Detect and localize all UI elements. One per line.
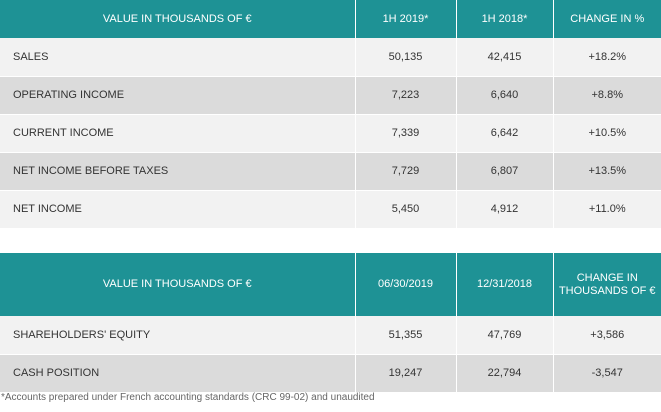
value-change: +8.8% [553, 76, 661, 115]
value-1h-2019: 7,339 [355, 114, 457, 153]
row-label: SHAREHOLDERS' EQUITY [0, 316, 356, 355]
header-change-percent: CHANGE IN % [553, 0, 661, 38]
value-1h-2019: 7,729 [355, 152, 457, 191]
row-label: SALES [0, 38, 356, 77]
value-date-2018: 47,769 [456, 316, 554, 355]
income-table: VALUE IN THOUSANDS OF € 1H 2019* 1H 2018… [0, 0, 661, 229]
table-row: NET INCOME BEFORE TAXES 7,729 6,807 +13.… [0, 152, 661, 191]
income-table-header: VALUE IN THOUSANDS OF € 1H 2019* 1H 2018… [0, 0, 661, 38]
header-value-label: VALUE IN THOUSANDS OF € [0, 0, 356, 38]
row-label: NET INCOME [0, 190, 356, 229]
row-label: NET INCOME BEFORE TAXES [0, 152, 356, 191]
value-1h-2019: 7,223 [355, 76, 457, 115]
balance-table-header: VALUE IN THOUSANDS OF € 06/30/2019 12/31… [0, 253, 661, 316]
value-1h-2019: 5,450 [355, 190, 457, 229]
value-1h-2019: 50,135 [355, 38, 457, 77]
header-date-2018: 12/31/2018 [456, 253, 554, 316]
value-date-2019: 19,247 [355, 354, 457, 393]
value-date-2019: 51,355 [355, 316, 457, 355]
header-value-label: VALUE IN THOUSANDS OF € [0, 253, 356, 316]
table-row: SHAREHOLDERS' EQUITY 51,355 47,769 +3,58… [0, 316, 661, 355]
value-1h-2018: 42,415 [456, 38, 554, 77]
value-change: +11.0% [553, 190, 661, 229]
value-change: +10.5% [553, 114, 661, 153]
value-1h-2018: 6,642 [456, 114, 554, 153]
value-change: +18.2% [553, 38, 661, 77]
header-change-thousands: CHANGE IN THOUSANDS OF € [553, 253, 661, 316]
table-row: SALES 50,135 42,415 +18.2% [0, 38, 661, 77]
header-1h-2019: 1H 2019* [355, 0, 457, 38]
value-date-2018: 22,794 [456, 354, 554, 393]
header-1h-2018: 1H 2018* [456, 0, 554, 38]
table-row: OPERATING INCOME 7,223 6,640 +8.8% [0, 76, 661, 115]
footnote: *Accounts prepared under French accounti… [1, 392, 375, 403]
table-row: NET INCOME 5,450 4,912 +11.0% [0, 190, 661, 229]
value-1h-2018: 4,912 [456, 190, 554, 229]
row-label: CASH POSITION [0, 354, 356, 393]
value-change: +3,586 [553, 316, 661, 355]
balance-table: VALUE IN THOUSANDS OF € 06/30/2019 12/31… [0, 253, 661, 393]
value-change: +13.5% [553, 152, 661, 191]
value-change: -3,547 [553, 354, 661, 393]
value-1h-2018: 6,807 [456, 152, 554, 191]
row-label: CURRENT INCOME [0, 114, 356, 153]
table-row: CURRENT INCOME 7,339 6,642 +10.5% [0, 114, 661, 153]
row-label: OPERATING INCOME [0, 76, 356, 115]
header-date-2019: 06/30/2019 [355, 253, 457, 316]
value-1h-2018: 6,640 [456, 76, 554, 115]
table-row: CASH POSITION 19,247 22,794 -3,547 [0, 354, 661, 393]
